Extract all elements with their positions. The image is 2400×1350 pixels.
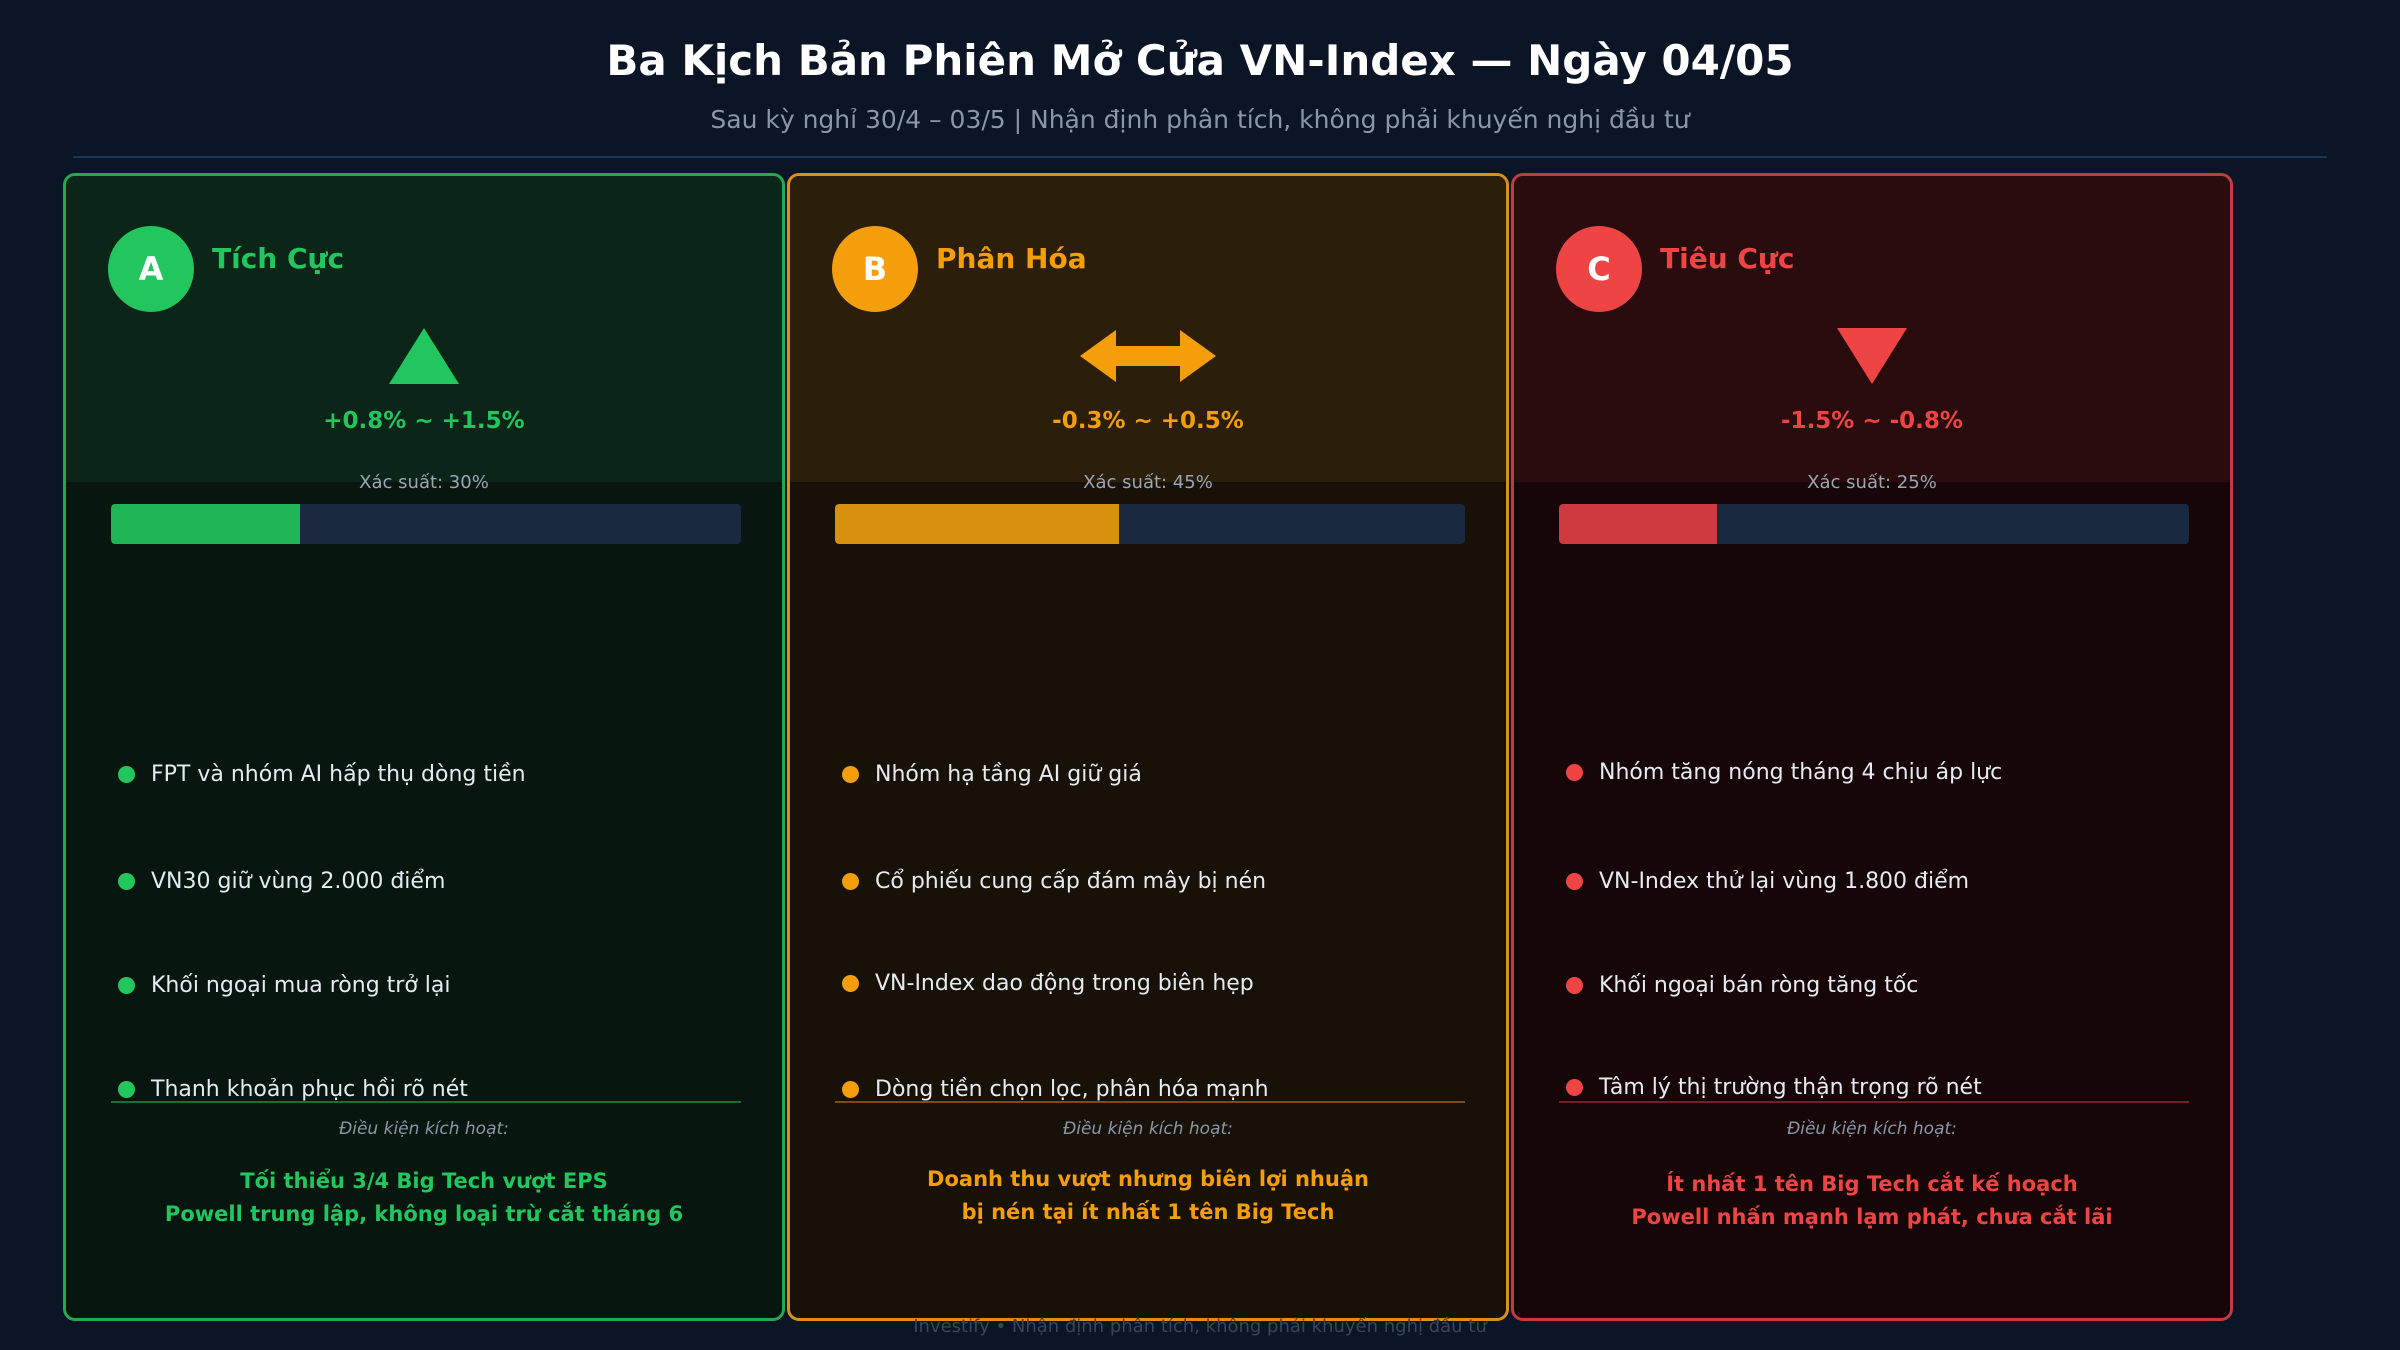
scenario-card-mixed: B Phân Hóa -0.3% ~ +0.5% Xác suất: 45% N… bbox=[787, 173, 1509, 1321]
scenario-name: Tích Cực bbox=[212, 242, 345, 275]
scenario-badge: C bbox=[1556, 226, 1642, 312]
scenario-badge: A bbox=[108, 226, 194, 312]
condition-label: Điều kiện kích hoạt: bbox=[339, 1119, 509, 1139]
bullet-dot-icon bbox=[842, 975, 859, 992]
up-triangle-icon bbox=[66, 326, 782, 402]
probability-bar-fill bbox=[111, 504, 300, 544]
scenario-range: -0.3% ~ +0.5% bbox=[1052, 408, 1244, 434]
condition-line: Ít nhất 1 tên Big Tech cắt kế hoạch bbox=[1666, 1172, 2078, 1196]
probability-bar-fill bbox=[835, 504, 1119, 544]
footer-note: Investify • Nhận định phân tích, không p… bbox=[913, 1316, 1487, 1337]
card-header-panel bbox=[790, 176, 1506, 482]
condition-label: Điều kiện kích hoạt: bbox=[1787, 1119, 1957, 1139]
bullet-dot-icon bbox=[1566, 1079, 1583, 1096]
probability-label: Xác suất: 45% bbox=[1083, 472, 1213, 493]
condition-label: Điều kiện kích hoạt: bbox=[1063, 1119, 1233, 1139]
bullet-dot-icon bbox=[1566, 977, 1583, 994]
scenario-name: Phân Hóa bbox=[936, 242, 1087, 275]
probability-label: Xác suất: 25% bbox=[1807, 472, 1937, 493]
condition-line: Powell nhấn mạnh lạm phát, chưa cắt lãi bbox=[1631, 1205, 2113, 1229]
condition-line: Powell trung lập, không loại trừ cắt thá… bbox=[164, 1202, 684, 1226]
probability-bar bbox=[1559, 504, 2189, 544]
condition-divider bbox=[111, 1101, 741, 1103]
condition-divider bbox=[835, 1101, 1465, 1103]
bullet-dot-icon bbox=[118, 1081, 135, 1098]
page-title: Ba Kịch Bản Phiên Mở Cửa VN-Index — Ngày… bbox=[606, 36, 1794, 85]
bullet-dot-icon bbox=[842, 1081, 859, 1098]
probability-bar bbox=[835, 504, 1465, 544]
page-subtitle: Sau kỳ nghỉ 30/4 – 03/5 | Nhận định phân… bbox=[710, 105, 1690, 134]
bullet-dot-icon bbox=[118, 873, 135, 890]
scenario-card-positive: A Tích Cực +0.8% ~ +1.5% Xác suất: 30% F… bbox=[63, 173, 785, 1321]
bullet-dot-icon bbox=[1566, 873, 1583, 890]
bullet-dot-icon bbox=[118, 977, 135, 994]
double-arrow-icon bbox=[790, 326, 1506, 402]
condition-divider bbox=[1559, 1101, 2189, 1103]
condition-line: bị nén tại ít nhất 1 tên Big Tech bbox=[961, 1200, 1335, 1224]
condition-line: Doanh thu vượt nhưng biên lợi nhuận bbox=[927, 1167, 1369, 1191]
probability-bar-fill bbox=[1559, 504, 1717, 544]
bullet-dot-icon bbox=[842, 766, 859, 783]
probability-bar bbox=[111, 504, 741, 544]
scenario-name: Tiêu Cực bbox=[1660, 242, 1795, 275]
bullet-dot-icon bbox=[118, 766, 135, 783]
scenario-range: +0.8% ~ +1.5% bbox=[323, 408, 525, 434]
scenario-range: -1.5% ~ -0.8% bbox=[1781, 408, 1963, 434]
header-divider bbox=[73, 156, 2327, 158]
down-triangle-icon bbox=[1514, 326, 2230, 402]
bullet-dot-icon bbox=[1566, 764, 1583, 781]
scenario-badge: B bbox=[832, 226, 918, 312]
condition-line: Tối thiểu 3/4 Big Tech vượt EPS bbox=[240, 1169, 608, 1193]
scenario-card-negative: C Tiêu Cực -1.5% ~ -0.8% Xác suất: 25% N… bbox=[1511, 173, 2233, 1321]
bullet-dot-icon bbox=[842, 873, 859, 890]
probability-label: Xác suất: 30% bbox=[359, 472, 489, 493]
